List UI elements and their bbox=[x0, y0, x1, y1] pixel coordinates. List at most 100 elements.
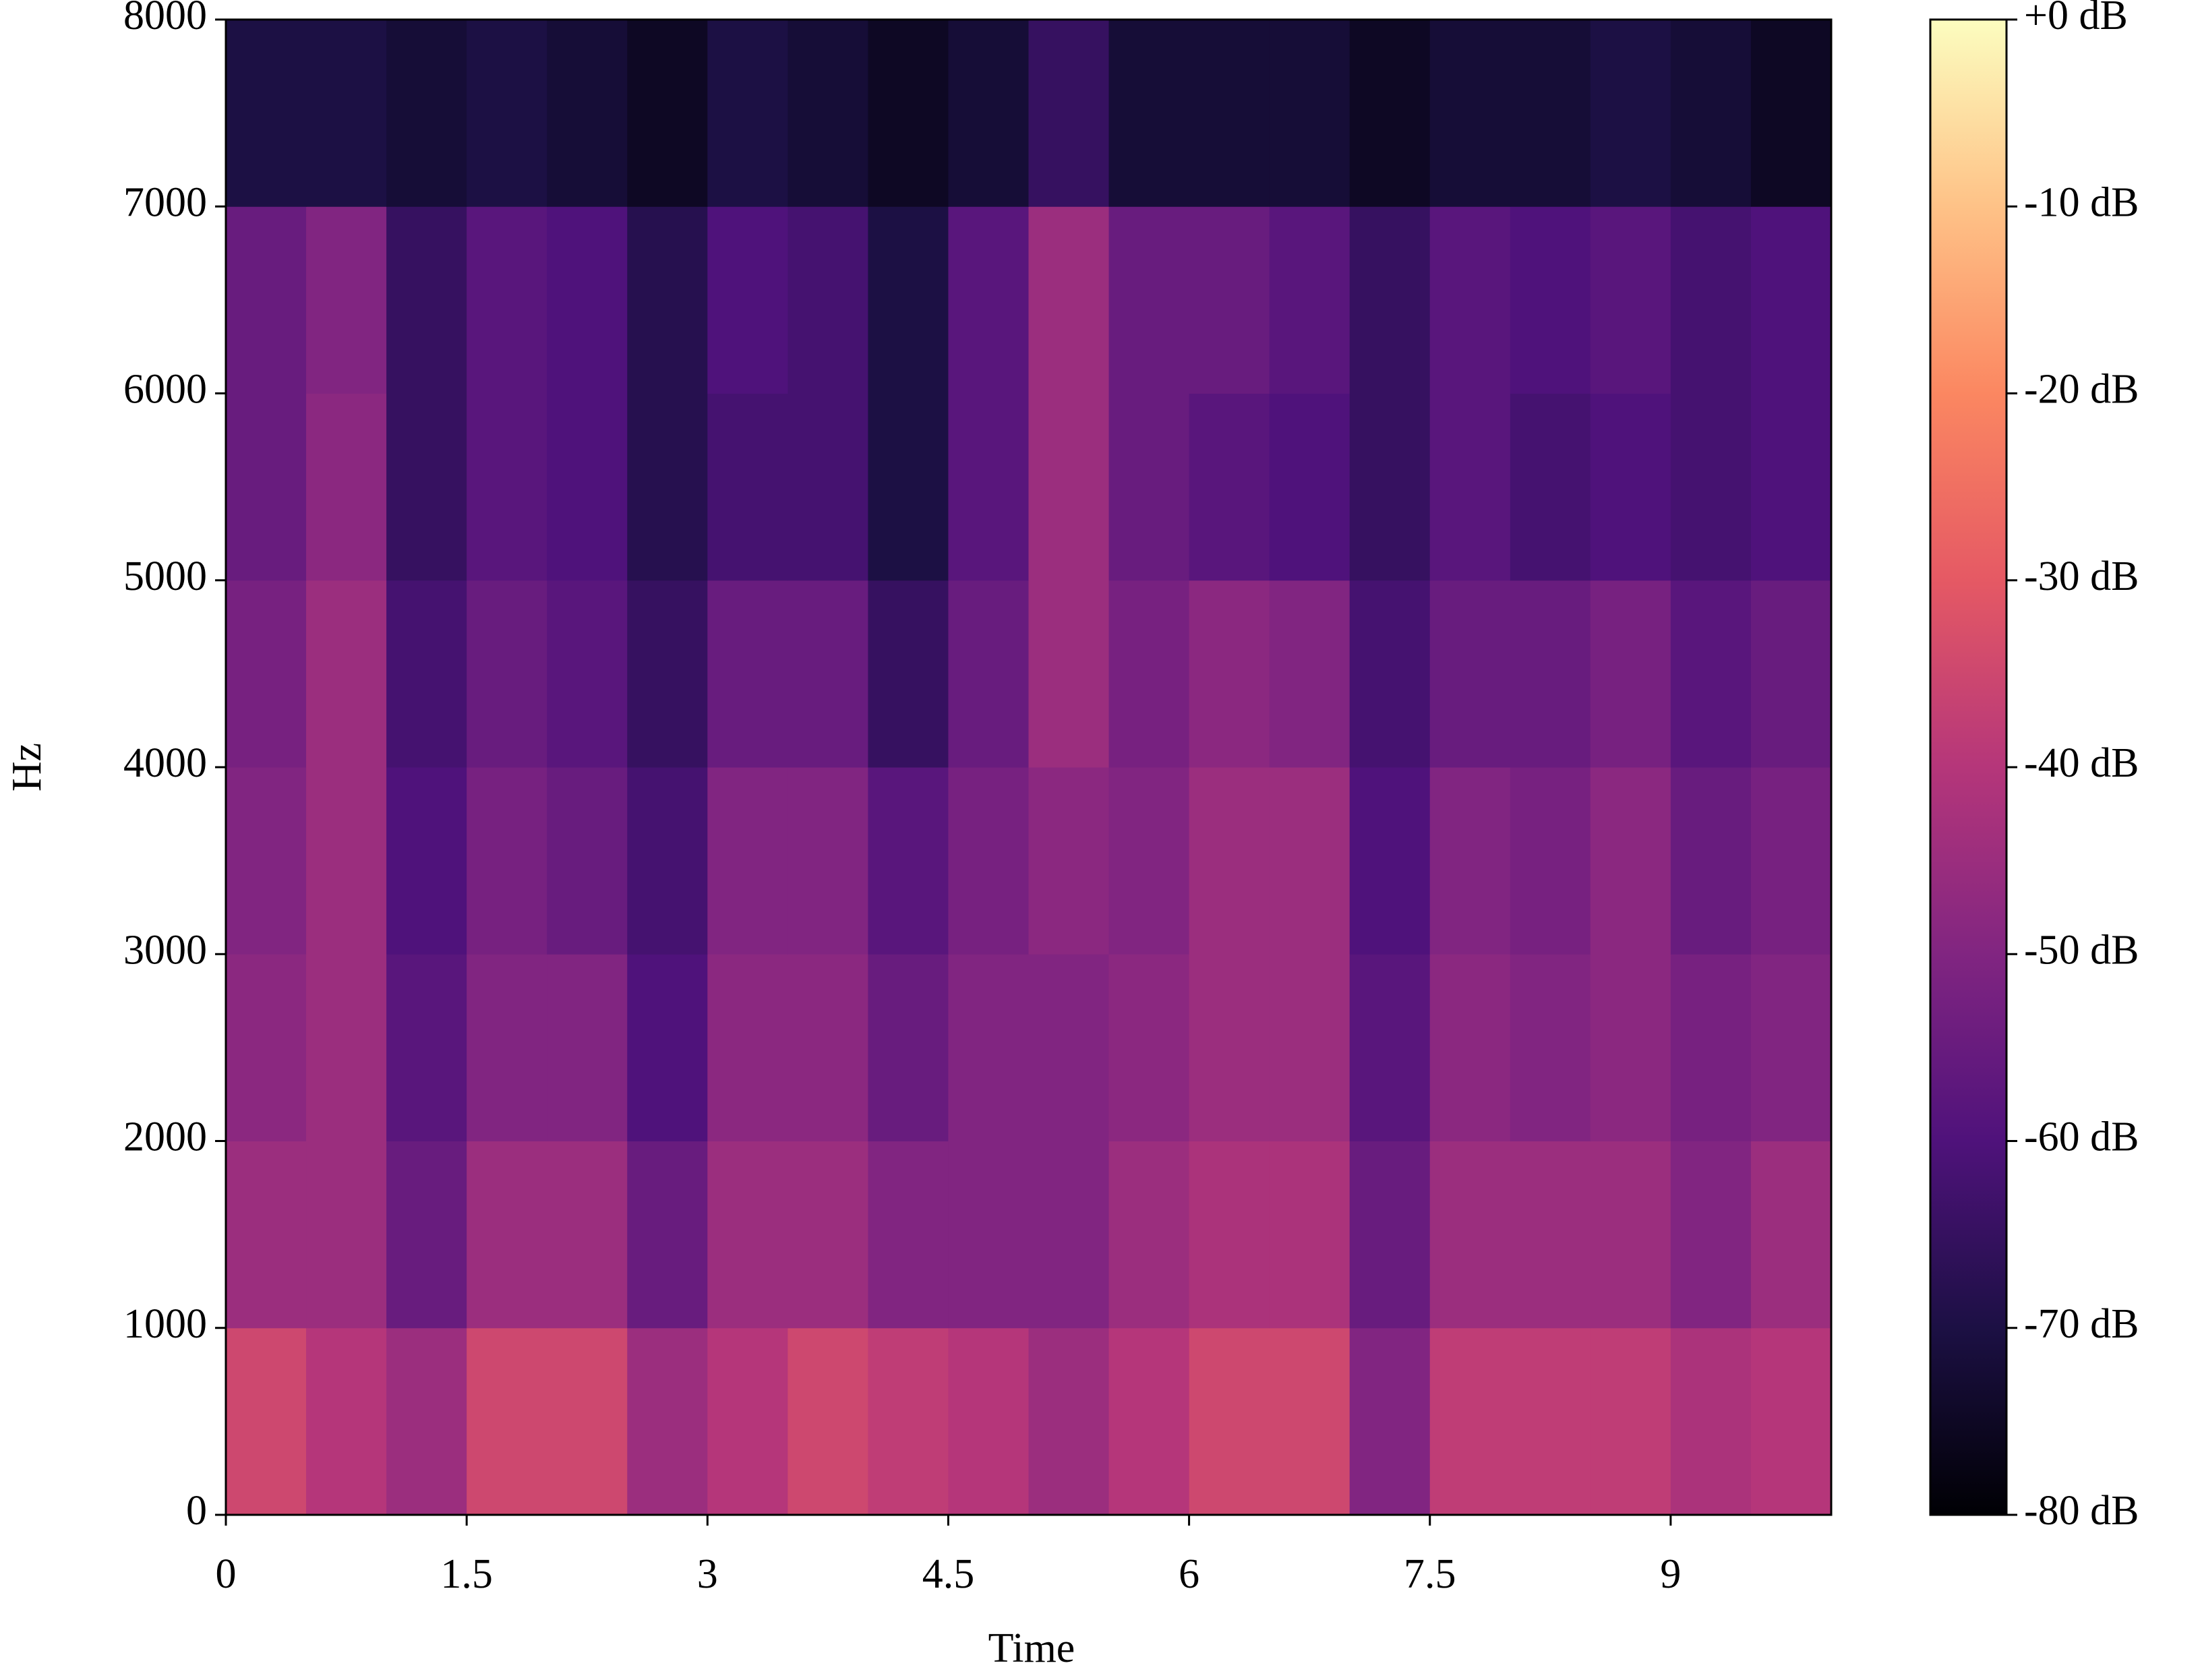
heatmap-cell bbox=[1670, 954, 1752, 1141]
heatmap-cell bbox=[1510, 206, 1591, 394]
heatmap-cell bbox=[226, 1327, 307, 1516]
heatmap-cell bbox=[1349, 206, 1431, 394]
colorbar-tick-label: -50 dB bbox=[2024, 927, 2139, 973]
heatmap-cell bbox=[1269, 393, 1350, 581]
heatmap-cell bbox=[948, 580, 1029, 768]
heatmap-cell bbox=[627, 1141, 708, 1329]
heatmap-cell bbox=[1590, 393, 1671, 581]
heatmap-cell bbox=[547, 206, 628, 394]
heatmap-cell bbox=[547, 1141, 628, 1329]
heatmap-cell bbox=[1028, 1327, 1110, 1516]
x-tick-label: 3 bbox=[697, 1551, 718, 1597]
y-axis-label: Hz bbox=[4, 743, 50, 791]
y-tick-label: 5000 bbox=[123, 553, 207, 599]
heatmap-cell bbox=[627, 767, 708, 955]
y-tick-label: 3000 bbox=[123, 927, 207, 973]
colorbar-tick-label: +0 dB bbox=[2024, 0, 2128, 38]
heatmap-cell bbox=[787, 580, 868, 768]
heatmap-cell bbox=[467, 1327, 547, 1516]
heatmap-cell bbox=[547, 393, 628, 581]
heatmap-cell bbox=[1189, 580, 1270, 768]
heatmap-cell bbox=[1429, 20, 1511, 207]
heatmap-cell bbox=[707, 954, 788, 1141]
heatmap-cell bbox=[1429, 954, 1511, 1141]
heatmap-cell bbox=[386, 393, 467, 581]
heatmap-cell bbox=[1189, 1141, 1270, 1329]
heatmap-cell bbox=[1750, 1141, 1832, 1329]
heatmap-cell bbox=[1750, 206, 1832, 394]
heatmap-cell bbox=[868, 954, 949, 1141]
heatmap-cell bbox=[1429, 1141, 1511, 1329]
heatmap-cell bbox=[306, 393, 387, 581]
heatmap-cell bbox=[1670, 1141, 1752, 1329]
heatmap-cell bbox=[226, 767, 307, 955]
heatmap-cell bbox=[948, 767, 1029, 955]
heatmap-cell bbox=[1590, 954, 1671, 1141]
heatmap-cell bbox=[306, 1327, 387, 1516]
heatmap-cell bbox=[306, 580, 387, 768]
heatmap-cell bbox=[1108, 1141, 1190, 1329]
y-tick-label: 4000 bbox=[123, 740, 207, 786]
x-tick-label: 6 bbox=[1179, 1551, 1199, 1597]
heatmap-cell bbox=[1670, 580, 1752, 768]
heatmap-cell bbox=[1510, 1327, 1591, 1516]
heatmap-cell bbox=[707, 206, 788, 394]
heatmap-cell bbox=[1510, 580, 1591, 768]
colorbar-tick-label: -40 dB bbox=[2024, 740, 2139, 786]
heatmap-cell bbox=[707, 20, 788, 207]
heatmap-cell bbox=[1108, 20, 1190, 207]
heatmap-cell bbox=[1349, 954, 1431, 1141]
heatmap-cell bbox=[1028, 954, 1110, 1141]
heatmap-cell bbox=[1028, 393, 1110, 581]
colorbar-tick-label: -20 dB bbox=[2024, 367, 2139, 413]
heatmap-cell bbox=[547, 580, 628, 768]
heatmap-cell bbox=[547, 767, 628, 955]
y-tick-label: 1000 bbox=[123, 1301, 207, 1347]
heatmap-cell bbox=[1028, 580, 1110, 768]
heatmap-cell bbox=[1590, 580, 1671, 768]
heatmap-cell bbox=[1108, 393, 1190, 581]
heatmap-cell bbox=[386, 954, 467, 1141]
heatmap-cell bbox=[627, 580, 708, 768]
heatmap-cell bbox=[467, 580, 547, 768]
heatmap-cell bbox=[627, 393, 708, 581]
x-tick-label: 4.5 bbox=[922, 1551, 975, 1597]
heatmap-cell bbox=[1108, 767, 1190, 955]
x-tick-label: 1.5 bbox=[440, 1551, 493, 1597]
heatmap-cell bbox=[948, 393, 1029, 581]
heatmap-cell bbox=[1510, 20, 1591, 207]
heatmap-cell bbox=[1108, 580, 1190, 768]
heatmap-cell bbox=[1590, 20, 1671, 207]
heatmap-cell bbox=[868, 1141, 949, 1329]
heatmap-cell bbox=[1349, 1327, 1431, 1516]
heatmap-cell bbox=[948, 1327, 1029, 1516]
heatmap-cell bbox=[226, 393, 307, 581]
heatmap-cell bbox=[386, 1141, 467, 1329]
heatmap-cell bbox=[627, 1327, 708, 1516]
heatmap-cell bbox=[226, 580, 307, 768]
heatmap-cell bbox=[1028, 206, 1110, 394]
heatmap-cell bbox=[1269, 1141, 1350, 1329]
heatmap-cell bbox=[386, 1327, 467, 1516]
heatmap-cell bbox=[1429, 393, 1511, 581]
heatmap-cell bbox=[1189, 206, 1270, 394]
heatmap-cell bbox=[1269, 580, 1350, 768]
heatmap-cell bbox=[1590, 1327, 1671, 1516]
heatmap-cell bbox=[306, 206, 387, 394]
x-tick-label: 0 bbox=[216, 1551, 237, 1597]
heatmap-cell bbox=[1670, 20, 1752, 207]
heatmap-cell bbox=[1750, 580, 1832, 768]
heatmap-cell bbox=[1670, 393, 1752, 581]
heatmap-cell bbox=[1269, 20, 1350, 207]
colorbar-tick-label: -60 dB bbox=[2024, 1114, 2139, 1160]
heatmap-cell bbox=[627, 954, 708, 1141]
heatmap-cell bbox=[627, 206, 708, 394]
heatmap-cell bbox=[1269, 206, 1350, 394]
heatmap-cell bbox=[1028, 767, 1110, 955]
x-tick-label: 9 bbox=[1660, 1551, 1681, 1597]
heatmap-cell bbox=[868, 20, 949, 207]
heatmap-cell bbox=[386, 20, 467, 207]
heatmap-cell bbox=[1510, 767, 1591, 955]
heatmap-cell bbox=[787, 1327, 868, 1516]
heatmap-cell bbox=[386, 580, 467, 768]
